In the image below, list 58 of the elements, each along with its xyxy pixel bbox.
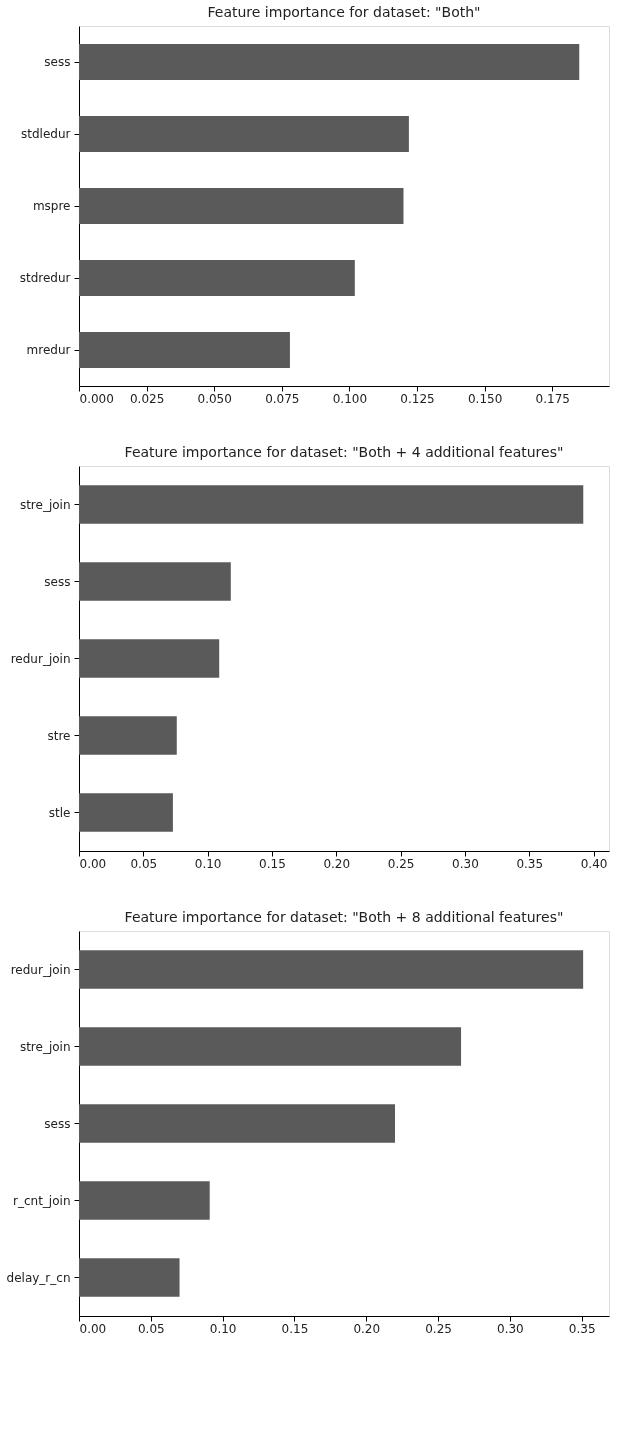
- x-tick-label: 0.075: [265, 391, 300, 406]
- x-tick-label: 0.35: [516, 856, 544, 871]
- x-tick-label: 0.125: [400, 391, 435, 406]
- bar: [79, 116, 409, 152]
- y-tick-label: stre_join: [19, 497, 71, 512]
- x-tick-label: 0.100: [332, 391, 368, 406]
- x-tick-label: 0.050: [197, 391, 232, 406]
- x-tick-label: 0.00: [79, 856, 107, 871]
- bar: [79, 950, 584, 989]
- bar: [79, 1104, 395, 1143]
- bar: [79, 188, 404, 224]
- x-tick-label: 0.15: [259, 856, 286, 871]
- y-tick-label: stdredur: [19, 271, 71, 285]
- y-tick-label: redur_join: [10, 962, 71, 977]
- x-tick-label: 0.05: [130, 856, 158, 871]
- bar: [79, 716, 177, 755]
- x-tick-label: 0.150: [467, 391, 503, 406]
- bar: [79, 260, 355, 296]
- chart-title: Feature importance for dataset: "Both + 4 additional features": [124, 444, 564, 460]
- x-tick-label: 0.00: [79, 1321, 107, 1336]
- x-tick-label: 0.25: [425, 1321, 452, 1336]
- chart-title: Feature importance for dataset: "Both": [207, 4, 481, 20]
- y-tick-label: stle: [48, 805, 71, 820]
- y-tick-label: delay_r_cn: [6, 1270, 71, 1285]
- x-tick-label: 0.20: [323, 856, 351, 871]
- y-tick-label: stre: [47, 728, 71, 743]
- x-tick-label: 0.05: [137, 1321, 165, 1336]
- x-tick-label: 0.40: [580, 856, 608, 871]
- bar: [79, 793, 173, 832]
- bar: [79, 562, 231, 601]
- y-tick-label: mredur: [26, 343, 71, 357]
- x-tick-label: 0.25: [387, 856, 415, 871]
- y-tick-label: sess: [44, 574, 71, 589]
- bar: [79, 44, 580, 80]
- bar: [79, 332, 290, 368]
- bar: [79, 1258, 180, 1297]
- y-tick-label: sess: [44, 55, 71, 69]
- bar: [79, 1027, 462, 1066]
- y-tick-label: stre_join: [19, 1039, 71, 1054]
- bar: [79, 639, 220, 678]
- x-tick-label: 0.10: [194, 856, 222, 871]
- x-tick-label: 0.000: [79, 391, 114, 406]
- y-tick-label: stdledur: [21, 127, 71, 141]
- x-tick-label: 0.025: [129, 391, 165, 406]
- y-tick-label: sess: [44, 1116, 71, 1131]
- y-tick-label: redur_join: [10, 651, 71, 666]
- y-tick-label: mspre: [32, 199, 71, 213]
- x-tick-label: 0.20: [353, 1321, 381, 1336]
- x-tick-label: 0.30: [497, 1321, 524, 1336]
- x-tick-label: 0.15: [281, 1321, 309, 1336]
- x-tick-label: 0.175: [535, 391, 570, 406]
- y-tick-label: r_cnt_join: [13, 1193, 71, 1208]
- bar: [79, 485, 584, 524]
- x-tick-label: 0.30: [452, 856, 479, 871]
- bar: [79, 1181, 210, 1220]
- x-tick-label: 0.35: [568, 1321, 596, 1336]
- chart-title: Feature importance for dataset: "Both + 8 additional features": [124, 909, 564, 925]
- x-tick-label: 0.10: [209, 1321, 237, 1336]
